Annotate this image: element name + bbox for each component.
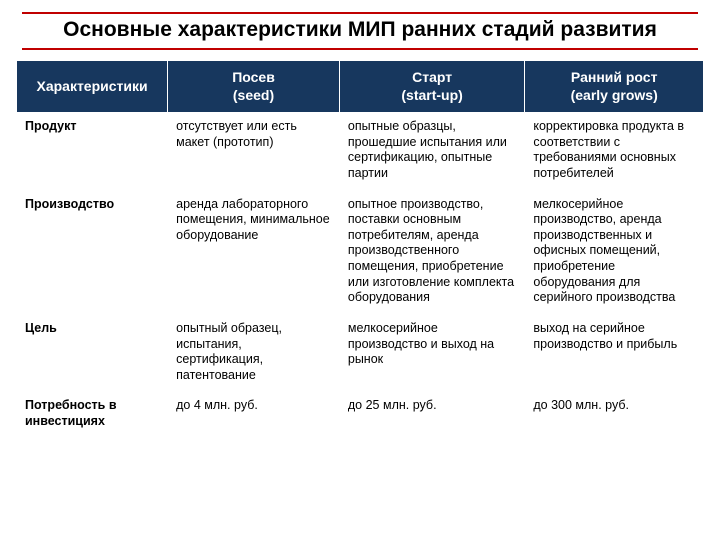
row-head-goal: Цель	[17, 314, 168, 392]
cell: до 4 млн. руб.	[168, 392, 340, 438]
cell: аренда лабораторного помещения, минималь…	[168, 190, 340, 314]
title-bar: Основные характеристики МИП ранних стади…	[22, 12, 698, 50]
table-row: Цель опытный образец, испытания, сертифи…	[17, 314, 704, 392]
col-header-sub: (early grows)	[531, 87, 697, 105]
col-header-sub: (start-up)	[346, 87, 518, 105]
table-row: Потребность в инвестициях до 4 млн. руб.…	[17, 392, 704, 438]
cell: корректировка продукта в соответствии с …	[525, 113, 704, 191]
row-head-product: Продукт	[17, 113, 168, 191]
cell: опытный образец, испытания, сертификация…	[168, 314, 340, 392]
col-header-startup: Старт (start-up)	[339, 61, 524, 113]
cell: опытное производство, поставки основным …	[339, 190, 524, 314]
page-title: Основные характеристики МИП ранних стади…	[63, 18, 657, 41]
cell: опытные образцы, прошедшие испытания или…	[339, 113, 524, 191]
row-head-investment: Потребность в инвестициях	[17, 392, 168, 438]
table-row: Продукт отсутствует или есть макет (прот…	[17, 113, 704, 191]
col-header-main: Ранний рост	[571, 69, 658, 85]
cell: мелкосерийное производство, аренда произ…	[525, 190, 704, 314]
row-head-production: Производство	[17, 190, 168, 314]
col-header-seed: Посев (seed)	[168, 61, 340, 113]
cell: до 25 млн. руб.	[339, 392, 524, 438]
table-header-row: Характеристики Посев (seed) Старт (start…	[17, 61, 704, 113]
cell: до 300 млн. руб.	[525, 392, 704, 438]
cell: выход на серийное производство и прибыль	[525, 314, 704, 392]
col-header-main: Старт	[412, 69, 452, 85]
slide: Основные характеристики МИП ранних стади…	[0, 0, 720, 540]
col-header-sub: (seed)	[174, 87, 333, 105]
characteristics-table: Характеристики Посев (seed) Старт (start…	[16, 60, 704, 439]
cell: мелкосерийное производство и выход на ры…	[339, 314, 524, 392]
cell: отсутствует или есть макет (прототип)	[168, 113, 340, 191]
col-header-early-grows: Ранний рост (early grows)	[525, 61, 704, 113]
table-row: Производство аренда лабораторного помеще…	[17, 190, 704, 314]
col-header-characteristics: Характеристики	[17, 61, 168, 113]
col-header-main: Характеристики	[36, 78, 147, 94]
col-header-main: Посев	[232, 69, 275, 85]
